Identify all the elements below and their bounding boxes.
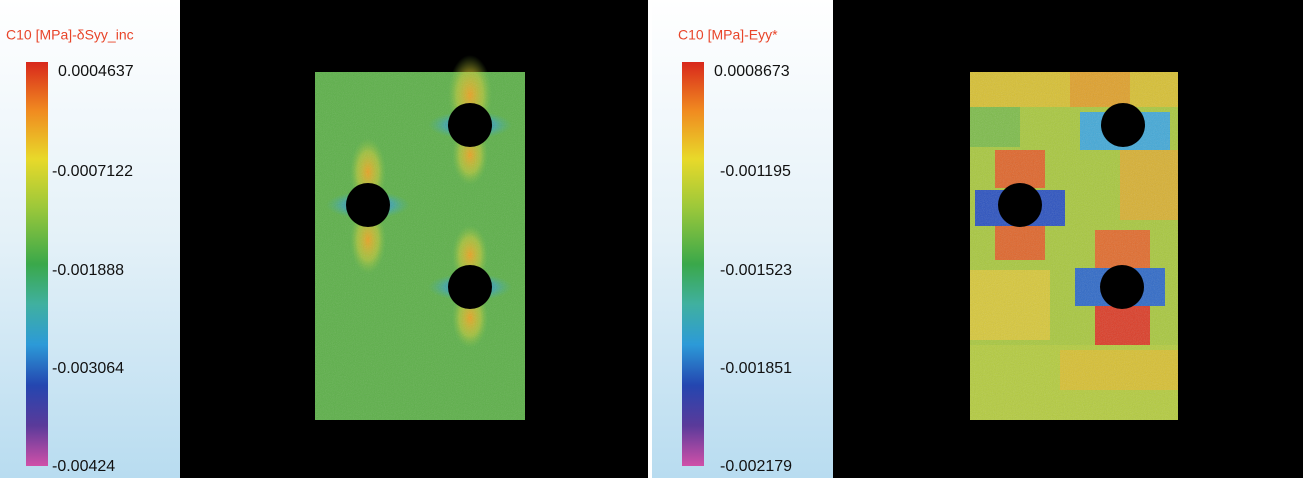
colorbar xyxy=(682,62,704,466)
colorbar-label: -0.001195 xyxy=(720,163,791,180)
colorbar xyxy=(26,62,48,466)
colorbar-label: 0.0004637 xyxy=(58,63,134,80)
divider xyxy=(648,0,652,478)
specimen xyxy=(315,55,525,420)
colorbar-label: -0.0007122 xyxy=(52,163,133,180)
legend-title: C10 [MPa]-Eyy* xyxy=(678,27,778,43)
colorbar-label: -0.001851 xyxy=(720,360,792,377)
screenshot: C10 [MPa]-δSyy_inc 0.0004637 -0.0007122 … xyxy=(0,0,1303,478)
colorbar-label: 0.0008673 xyxy=(714,63,790,80)
colorbar-label: -0.001888 xyxy=(52,262,124,279)
colorbar-label: -0.001523 xyxy=(720,262,792,279)
colorbar-label: -0.003064 xyxy=(52,360,124,377)
colorbar-label: -0.002179 xyxy=(720,458,792,475)
colorbar-label: -0.00424 xyxy=(52,458,115,475)
legend-title: C10 [MPa]-δSyy_inc xyxy=(6,27,134,43)
specimen xyxy=(970,72,1178,420)
